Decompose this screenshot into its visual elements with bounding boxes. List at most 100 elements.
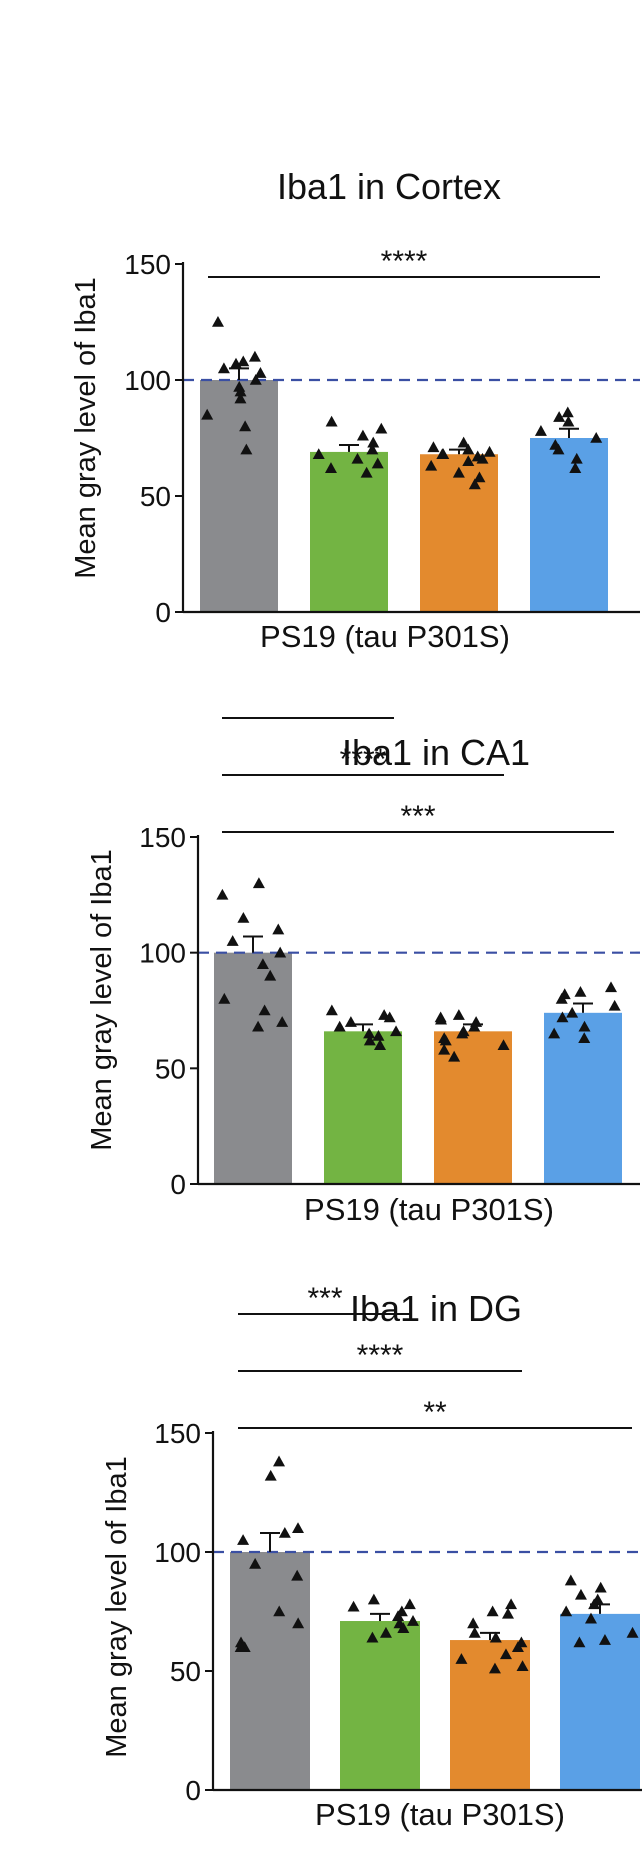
bar bbox=[310, 451, 388, 612]
data-point bbox=[264, 969, 277, 981]
data-point bbox=[489, 1631, 502, 1643]
cortex-plot-area: 0 50 100 150 **** bbox=[124, 245, 640, 628]
data-point bbox=[562, 415, 575, 427]
data-point bbox=[578, 1032, 591, 1044]
data-point bbox=[497, 1039, 510, 1050]
data-point bbox=[467, 1617, 480, 1629]
data-point bbox=[486, 1605, 499, 1617]
data-point bbox=[217, 362, 230, 374]
y-tick-label: 50 bbox=[170, 1656, 201, 1687]
data-point bbox=[502, 1607, 515, 1619]
data-point bbox=[249, 374, 262, 385]
data-point bbox=[249, 1557, 262, 1569]
data-point bbox=[240, 443, 253, 455]
y-tick-label: 150 bbox=[124, 249, 171, 280]
data-point bbox=[256, 958, 269, 970]
bar bbox=[420, 454, 498, 612]
significance-label: **** bbox=[381, 245, 428, 278]
data-point bbox=[455, 1653, 468, 1664]
significance-label: *** bbox=[307, 1282, 342, 1315]
data-point bbox=[291, 1569, 304, 1581]
y-tick-label: 50 bbox=[140, 481, 171, 512]
data-point bbox=[427, 441, 440, 453]
chart-title: Iba1 in DG bbox=[350, 1288, 522, 1329]
panel-ca1: Iba1 in CA1 Mean gray level of Iba1 PS19… bbox=[86, 717, 640, 1227]
data-point bbox=[594, 1581, 607, 1593]
chart-title: Iba1 in CA1 bbox=[342, 732, 530, 773]
data-point bbox=[573, 1636, 586, 1648]
data-point bbox=[237, 1534, 250, 1545]
data-point bbox=[372, 1029, 385, 1041]
data-point bbox=[237, 355, 250, 367]
data-point bbox=[457, 436, 470, 448]
bar bbox=[450, 1640, 530, 1790]
data-point bbox=[292, 1617, 305, 1629]
data-point bbox=[462, 443, 475, 455]
data-point bbox=[516, 1660, 529, 1672]
bar bbox=[214, 952, 292, 1184]
data-point bbox=[278, 1526, 291, 1538]
bar bbox=[230, 1552, 310, 1790]
data-point bbox=[439, 1034, 452, 1046]
data-point bbox=[483, 445, 496, 457]
data-point bbox=[333, 1020, 346, 1032]
significance-label: *** bbox=[400, 800, 435, 833]
bar bbox=[324, 1031, 402, 1184]
data-point bbox=[252, 1020, 265, 1032]
data-point bbox=[452, 1009, 465, 1020]
data-point bbox=[584, 1612, 597, 1624]
y-tick-label: 0 bbox=[155, 597, 171, 628]
data-point bbox=[548, 1027, 561, 1039]
data-point bbox=[226, 935, 239, 946]
data-point bbox=[452, 466, 465, 478]
data-point bbox=[574, 1588, 587, 1600]
data-point bbox=[462, 455, 475, 466]
data-point bbox=[351, 452, 364, 464]
y-tick-label: 150 bbox=[139, 822, 186, 853]
data-point bbox=[234, 385, 247, 397]
data-point bbox=[397, 1622, 410, 1633]
data-point bbox=[367, 436, 380, 448]
data-point bbox=[574, 985, 587, 997]
chart-title: Iba1 in Cortex bbox=[277, 166, 501, 207]
data-point bbox=[292, 1522, 305, 1533]
data-point bbox=[324, 462, 337, 473]
data-point bbox=[325, 1004, 338, 1016]
data-point bbox=[488, 1662, 501, 1674]
data-point bbox=[276, 1016, 289, 1027]
y-tick-label: 0 bbox=[170, 1169, 186, 1200]
data-point bbox=[254, 367, 267, 378]
data-point bbox=[252, 877, 265, 889]
data-point bbox=[505, 1598, 518, 1610]
data-point bbox=[234, 392, 247, 404]
data-point bbox=[435, 1013, 448, 1025]
data-point bbox=[608, 999, 621, 1011]
data-point bbox=[511, 1641, 524, 1652]
data-point bbox=[556, 1011, 569, 1023]
data-point bbox=[375, 422, 388, 434]
data-point bbox=[360, 466, 373, 478]
data-point bbox=[379, 1626, 392, 1638]
data-point bbox=[552, 443, 565, 455]
data-point bbox=[437, 448, 450, 460]
data-point bbox=[258, 1004, 271, 1016]
data-point bbox=[456, 1027, 469, 1039]
data-point bbox=[473, 471, 486, 483]
data-point bbox=[438, 1043, 451, 1055]
data-point bbox=[234, 1641, 247, 1652]
data-point bbox=[325, 415, 338, 427]
panel-cortex: Iba1 in Cortex Mean gray level of Iba1 P… bbox=[70, 166, 640, 654]
data-point bbox=[264, 1469, 277, 1481]
x-axis-label: PS19 (tau P301S) bbox=[315, 1797, 565, 1832]
data-point bbox=[272, 923, 285, 935]
x-axis-label: PS19 (tau P301S) bbox=[304, 1192, 554, 1227]
y-axis-label: Mean gray level of Iba1 bbox=[86, 849, 118, 1150]
significance-label: **** bbox=[357, 1339, 404, 1372]
bar bbox=[434, 1031, 512, 1184]
data-point bbox=[626, 1626, 639, 1638]
significance-label: ** bbox=[423, 1396, 447, 1429]
data-point bbox=[218, 992, 231, 1004]
data-point bbox=[561, 406, 574, 418]
